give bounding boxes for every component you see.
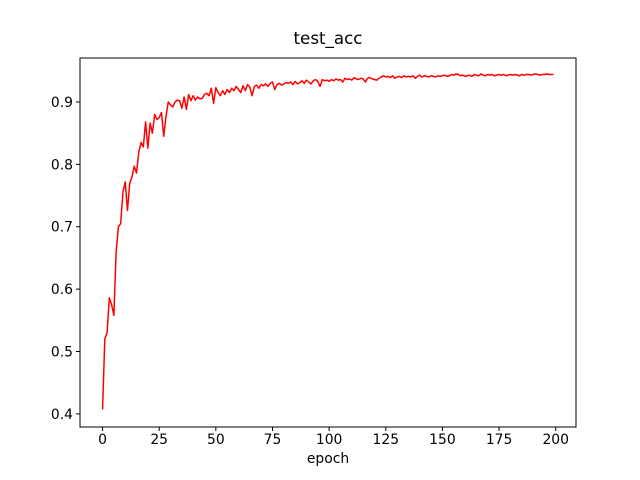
y-tick-label: 0.8 (51, 157, 73, 173)
x-axis-label: epoch (307, 451, 349, 467)
x-tick-label: 75 (264, 432, 282, 448)
plot-frame (79, 57, 577, 428)
x-tick-label: 200 (542, 432, 569, 448)
x-tick-label: 175 (486, 432, 513, 448)
x-tick-label: 150 (429, 432, 456, 448)
x-tick-label: 125 (373, 432, 400, 448)
chart-title: test_acc (294, 28, 363, 49)
y-tick-label: 0.6 (51, 282, 73, 298)
x-tick-label: 100 (316, 432, 343, 448)
x-tick-label: 25 (150, 432, 168, 448)
x-tick-label: 0 (98, 432, 107, 448)
x-tick-label: 50 (207, 432, 225, 448)
y-tick-label: 0.9 (51, 95, 73, 111)
y-tick-label: 0.5 (51, 345, 73, 361)
data-line (101, 73, 554, 410)
y-tick-label: 0.7 (51, 220, 73, 236)
y-tick-label: 0.4 (51, 407, 73, 423)
